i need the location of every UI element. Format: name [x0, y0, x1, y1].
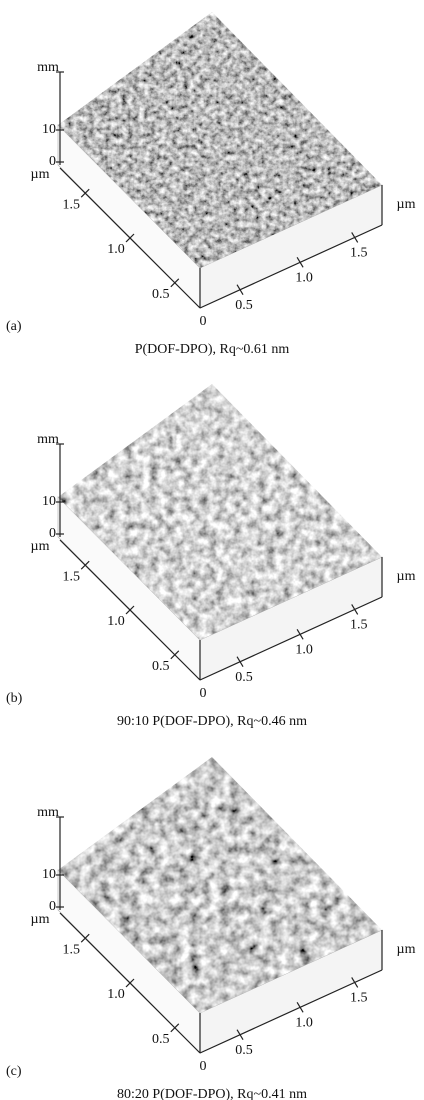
- right-tick-label: 0.5: [235, 670, 253, 685]
- left-tick-label: 0.5: [152, 659, 170, 674]
- right-tick-label: 1.0: [295, 1016, 313, 1031]
- afm-surface: [40, 745, 400, 1035]
- afm-panel: mm100µm1.51.00.51.51.00.5µm0(a)P(DOF-DPO…: [6, 0, 416, 357]
- figure: mm100µm1.51.00.51.51.00.5µm0(a)P(DOF-DPO…: [0, 0, 424, 1100]
- origin-label: 0: [200, 1059, 207, 1074]
- z-tick-label: 10: [42, 494, 56, 509]
- right-unit: µm: [397, 569, 416, 584]
- left-tick-label: 0.5: [152, 287, 170, 302]
- left-tick-label: 1.5: [62, 197, 80, 212]
- panel-caption: 80:20 P(DOF-DPO), Rq~0.41 nm: [117, 1087, 307, 1100]
- origin-label: 0: [200, 314, 207, 329]
- left-tick-label: 1.5: [62, 942, 80, 957]
- left-tick-label: 0.5: [152, 1032, 170, 1047]
- left-tick-label: 1.0: [107, 614, 125, 629]
- left-unit: µm: [31, 539, 50, 554]
- right-tick-label: 1.5: [350, 618, 368, 633]
- origin-label: 0: [200, 686, 207, 701]
- afm-surface: [40, 372, 400, 662]
- right-unit: µm: [397, 942, 416, 957]
- right-tick-label: 0.5: [235, 1043, 253, 1058]
- panel-label: (a): [6, 319, 22, 334]
- left-tick-label: 1.0: [107, 242, 125, 257]
- right-unit: µm: [397, 197, 416, 212]
- right-tick-label: 1.5: [350, 991, 368, 1006]
- left-unit: µm: [31, 167, 50, 182]
- z-tick-label: 0: [49, 899, 56, 914]
- left-tick-label: 1.5: [62, 569, 80, 584]
- right-tick-label: 0.5: [235, 298, 253, 313]
- right-tick-label: 1.5: [350, 246, 368, 261]
- z-unit: mm: [37, 432, 59, 447]
- z-tick-label: 10: [42, 122, 56, 137]
- z-tick-label: 10: [42, 867, 56, 882]
- z-tick-label: 0: [49, 526, 56, 541]
- left-unit: µm: [31, 912, 50, 927]
- z-unit: mm: [37, 60, 59, 75]
- panel-label: (c): [6, 1064, 22, 1079]
- z-unit: mm: [37, 805, 59, 820]
- right-tick-label: 1.0: [295, 643, 313, 658]
- left-tick-label: 1.0: [107, 987, 125, 1002]
- afm-surface: [40, 0, 400, 290]
- panel-caption: P(DOF-DPO), Rq~0.61 nm: [135, 342, 290, 357]
- panel-label: (b): [6, 691, 23, 706]
- right-tick-label: 1.0: [295, 271, 313, 286]
- z-tick-label: 0: [49, 154, 56, 169]
- panel-caption: 90:10 P(DOF-DPO), Rq~0.46 nm: [117, 714, 307, 729]
